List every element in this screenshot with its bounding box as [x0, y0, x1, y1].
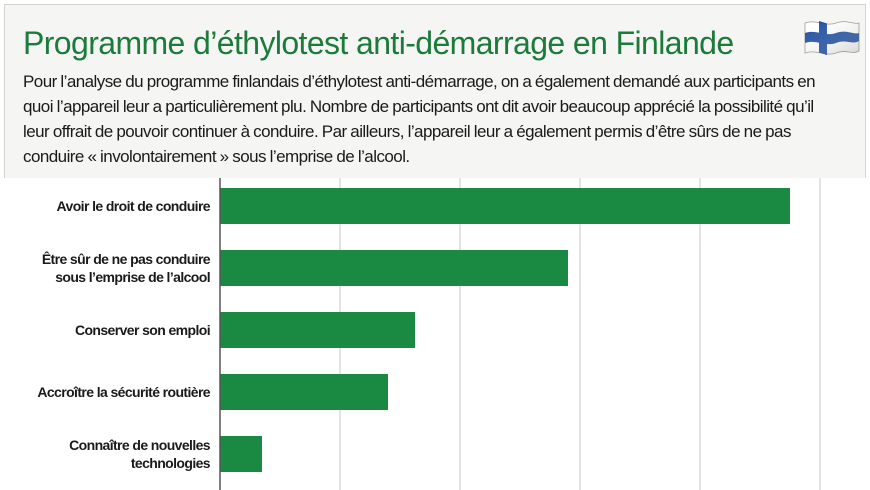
category-label: technologies: [131, 455, 211, 471]
description: Pour l’analyse du programme finlandais d…: [23, 69, 853, 169]
chart-area: Avoir le droit de conduire Être sûr de ne…: [4, 178, 866, 490]
category-label: Accroître la sécurité routière: [37, 384, 210, 400]
bar: [220, 312, 415, 348]
page-title: Programme d’éthylotest anti-démarrage en…: [23, 25, 734, 61]
bar: [220, 374, 388, 410]
description-line: conduire « involontairement » sous l’emp…: [23, 147, 410, 166]
description-line: leur offrait de pouvoir continuer à cond…: [23, 122, 791, 141]
finland-flag-icon: [804, 21, 860, 55]
category-label: Conserver son emploi: [75, 322, 210, 338]
bar: [220, 436, 262, 472]
description-line: quoi l’appareil leur a particulièrement …: [23, 97, 814, 116]
category-label: Connaître de nouvelles: [69, 437, 211, 453]
description-line: Pour l’analyse du programme finlandais d…: [23, 72, 816, 91]
category-label: Avoir le droit de conduire: [57, 198, 211, 214]
bar-chart: Avoir le droit de conduire Être sûr de ne…: [37, 178, 821, 490]
category-label: sous l’emprise de l’alcool: [55, 269, 210, 285]
bar: [220, 188, 790, 224]
bar: [220, 250, 568, 286]
category-label: Être sûr de ne pas conduire: [42, 250, 211, 267]
